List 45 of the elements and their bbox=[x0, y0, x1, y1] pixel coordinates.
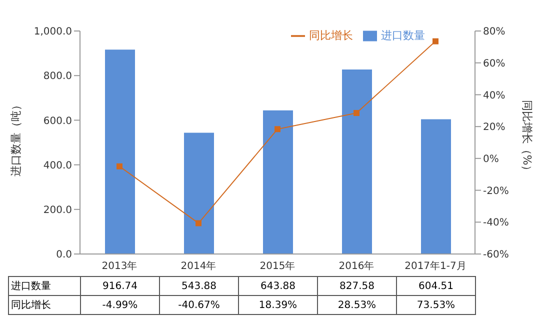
y2-tick-label: 40% bbox=[483, 90, 506, 102]
bar bbox=[105, 50, 135, 254]
y-tick-label: 0.0 bbox=[56, 250, 72, 261]
y2-tick-label: -20% bbox=[483, 186, 509, 197]
y2-tick-label: -60% bbox=[483, 250, 509, 261]
y2-axis-title: 同比增长（%） bbox=[520, 100, 534, 176]
data-label: 604.51 bbox=[396, 276, 476, 296]
data-label: 18.39% bbox=[238, 296, 318, 314]
data-label: 28.53% bbox=[318, 296, 396, 314]
y-axis-title: 进口数量（吨） bbox=[8, 100, 24, 176]
point bbox=[116, 163, 122, 170]
y2-tick-label: 60% bbox=[483, 58, 506, 70]
y2-tick-label: 20% bbox=[483, 122, 506, 134]
data-label: 916.74 bbox=[80, 276, 160, 296]
text: 进口数量 bbox=[11, 281, 51, 292]
data-label: 643.88 bbox=[238, 276, 318, 296]
data-label: 827.58 bbox=[318, 276, 396, 296]
bar bbox=[342, 69, 372, 254]
bar bbox=[263, 110, 293, 254]
x-tick-label: 2014年 bbox=[180, 260, 216, 272]
bar bbox=[184, 132, 214, 254]
y-tick-label: 600.0 bbox=[43, 116, 72, 127]
y2-tick-label: 0% bbox=[483, 154, 499, 165]
data-label: -4.99% bbox=[80, 296, 160, 314]
bar bbox=[421, 119, 451, 254]
y-tick-label: 1,000.0 bbox=[34, 26, 72, 38]
point bbox=[274, 126, 280, 132]
x-tick-label: 2016年 bbox=[338, 260, 374, 272]
data-label: 543.88 bbox=[160, 276, 238, 296]
y-tick-label: 800.0 bbox=[43, 71, 72, 82]
point bbox=[196, 220, 202, 226]
y-tick-label: 400.0 bbox=[43, 160, 72, 172]
text: 同比增长 bbox=[11, 300, 51, 311]
legend-label: 同比增长 bbox=[309, 29, 353, 42]
y2-tick-label: -40% bbox=[483, 218, 509, 229]
data-label: -40.67% bbox=[160, 296, 238, 314]
y2-tick-label: 80% bbox=[483, 26, 506, 38]
x-tick-label: 2017年1-7月 bbox=[404, 260, 466, 272]
x-tick-label: 2015年 bbox=[260, 260, 296, 272]
data-label: 73.53% bbox=[396, 296, 476, 314]
point bbox=[432, 38, 438, 44]
point bbox=[354, 110, 360, 116]
x-tick-label: 2013年 bbox=[102, 260, 138, 272]
y-tick-label: 200.0 bbox=[43, 204, 72, 216]
legend-label: 进口数量 bbox=[381, 29, 425, 42]
